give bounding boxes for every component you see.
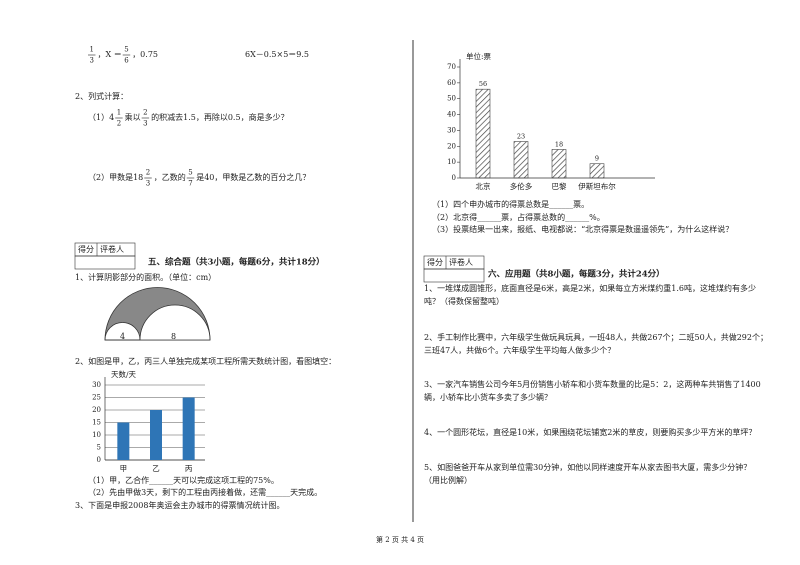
bar <box>117 422 130 460</box>
question: （1）4 <box>88 113 114 122</box>
data-label: 23 <box>517 133 525 141</box>
fraction-denominator: 3 <box>146 180 150 188</box>
data-label: 9 <box>595 155 599 163</box>
grader-label: 评卷人 <box>100 244 124 254</box>
question: ，乙数的 <box>154 172 186 182</box>
question: （3）投票结果一出来，报纸、电视都说：“北京得票是数遥遥领先”，为什么这样说？ <box>432 224 733 234</box>
x-tick-label: 丙 <box>185 464 193 473</box>
question: 三班47人，共做6个。六年级学生平均每人做多少个？ <box>424 345 615 355</box>
section-title: 六、应用题（共8小题，每题3分，共计24分） <box>488 269 665 280</box>
section-title: 五、综合题（共3小题，每题6分，共计18分） <box>148 257 325 268</box>
fraction-denominator: 3 <box>143 120 147 128</box>
question: 4、一个圆形花坛，直径是10米，如果围绕花坛铺宽2米的草皮，则要购买多少平方米的… <box>424 427 756 437</box>
fraction-denominator: 7 <box>188 180 192 188</box>
question: 3、下面是申报2008年奥运会主办城市的得票情况统计图。 <box>75 500 284 510</box>
question: 乘以 <box>125 112 141 122</box>
y-tick-label: 15 <box>92 419 101 427</box>
fraction-numerator: 2 <box>143 109 147 117</box>
question: 5、如图爸爸开车从家到单位需30分钟，如他以同样速度开车从家去图书大厦，需多少分… <box>424 462 751 472</box>
question: 3、一家汽车销售公司今年5月份销售小轿车和小货车数量的比是5：2，这两种车共销售… <box>424 379 761 389</box>
y-tick-label: 0 <box>452 174 456 182</box>
y-tick-label: 25 <box>92 394 101 402</box>
score-label: 得分 <box>78 244 94 254</box>
bar <box>182 397 195 460</box>
question: 1、计算阴影部分的面积。（单位：cm） <box>75 272 216 282</box>
x-tick-label: 巴黎 <box>552 181 567 191</box>
bar <box>551 149 567 179</box>
fraction-numerator: 1 <box>90 46 94 54</box>
y-tick-label: 60 <box>447 79 456 87</box>
y-axis-label: 单位:票 <box>466 51 492 61</box>
score-box-blank <box>423 268 485 283</box>
y-tick-label: 30 <box>447 126 456 134</box>
bar <box>589 163 605 179</box>
question: （2）北京得______票，占得票总数的______%。 <box>432 212 605 222</box>
question: 是40，甲数是乙数的百分之几？ <box>196 172 310 182</box>
question: （1）甲，乙合作______天可以完成这项工程的75%。 <box>88 475 279 485</box>
y-tick-label: 40 <box>447 111 456 119</box>
equation: ，0.75 <box>132 50 158 59</box>
y-tick-label: 20 <box>447 142 456 150</box>
grader-label: 评卷人 <box>449 257 473 267</box>
y-tick-label: 30 <box>92 381 101 389</box>
medium-semicircle <box>139 304 211 341</box>
figure-label: 8 <box>171 332 176 341</box>
fraction-numerator: 5 <box>124 46 128 54</box>
x-tick-label: 北京 <box>476 181 491 191</box>
bar <box>475 88 491 179</box>
bar <box>150 410 162 460</box>
question: （2）先由甲做3天，剩下的工程由丙接着做，还需______天完成。 <box>88 487 322 497</box>
y-tick-label: 50 <box>447 95 456 103</box>
x-tick-label: 多伦多 <box>510 181 533 191</box>
question: 1、一堆煤成圆锥形，底面直径是6米，高是2米，如果每立方米煤约重1.6吨，这堆煤… <box>424 283 756 293</box>
semicircle-figure <box>104 287 211 341</box>
score-box-blank <box>74 255 136 270</box>
x-tick-label: 乙 <box>152 464 160 473</box>
question: （用比例解） <box>424 475 472 485</box>
bar <box>513 141 529 179</box>
fraction-numerator: 1 <box>117 109 121 117</box>
y-tick-label: 20 <box>92 406 101 414</box>
y-tick-label: 10 <box>92 431 101 439</box>
question: 2、列式计算： <box>75 91 128 101</box>
question: 辆，小轿车比小货车多卖了多少辆？ <box>424 392 552 402</box>
question: 的积减去1.5，再除以0.5，商是多少？ <box>151 112 288 122</box>
fraction-numerator: 2 <box>146 169 150 177</box>
y-tick-label: 5 <box>97 444 101 452</box>
x-tick-label: 伊斯坦布尔 <box>578 181 616 191</box>
fraction-denominator: 3 <box>90 57 94 65</box>
data-label: 18 <box>555 140 563 148</box>
y-tick-label: 70 <box>447 63 456 71</box>
fraction-denominator: 6 <box>124 57 129 65</box>
y-axis-label: 天数/天 <box>111 369 137 379</box>
data-label: 56 <box>479 80 487 88</box>
y-tick-label: 10 <box>447 158 456 166</box>
question: （2）甲数是18 <box>88 172 143 182</box>
small-semicircle <box>104 322 141 341</box>
y-tick-label: 0 <box>97 456 101 464</box>
question: 2、如图是甲，乙，丙三人单独完成某项工程所需天数统计图，看图填空： <box>75 356 336 366</box>
fraction-denominator: 2 <box>117 120 121 128</box>
question: （1）四个申办城市的得票总数是______票。 <box>432 199 589 209</box>
page-footer: 第 2 页 共 4 页 <box>376 535 424 544</box>
figure-label: 4 <box>120 332 125 341</box>
question: 吨？（得数保留整吨） <box>424 296 504 306</box>
question: 2、手工制作比赛中，六年级学生做玩具玩具，一班48人，共做267个；二班50人，… <box>424 332 768 342</box>
equation: 6X－0.5×5＝9.5 <box>245 50 309 59</box>
fraction-numerator: 5 <box>188 169 192 177</box>
equation: ，X ＝ <box>97 50 121 59</box>
x-tick-label: 甲 <box>120 464 128 473</box>
score-label: 得分 <box>427 257 443 267</box>
